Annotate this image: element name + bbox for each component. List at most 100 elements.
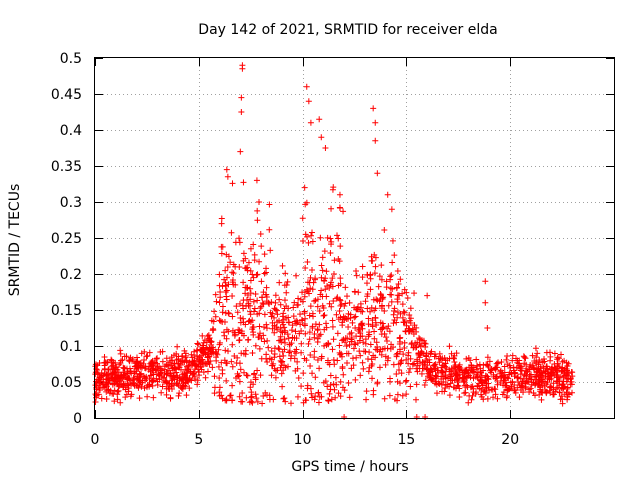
data-point-marker [526,366,533,373]
data-point-marker [217,294,224,301]
data-point-marker [280,316,287,323]
data-point-marker [389,237,396,244]
data-point-marker [322,145,329,151]
data-point-marker [363,280,370,287]
data-point-marker [247,311,254,318]
data-point-marker [169,376,176,383]
data-point-marker [175,353,182,360]
data-point-marker [295,295,302,302]
data-point-marker [403,322,410,329]
data-point-marker [119,374,126,381]
data-point-marker [484,361,491,368]
data-point-marker [335,235,342,242]
data-point-marker [133,354,140,361]
data-point-marker [99,372,106,379]
data-point-marker [247,245,254,252]
data-point-marker [162,363,169,370]
data-point-marker [105,373,112,380]
data-point-marker [374,170,381,177]
data-point-marker [462,389,469,396]
data-point-marker [548,375,555,382]
data-point-marker [478,386,485,393]
data-point-marker [261,270,268,277]
data-point-marker [375,283,382,290]
y-tick-label: 0.4 [60,123,82,139]
data-point-marker [394,314,401,321]
data-point-marker [182,383,189,390]
data-point-marker [401,319,408,326]
data-point-marker [101,353,108,360]
data-point-marker [303,83,310,90]
data-point-marker [105,366,112,373]
data-point-marker [258,243,265,250]
data-point-marker [120,369,127,376]
data-point-marker [564,385,571,392]
data-point-marker [370,391,377,398]
data-point-marker [337,275,344,282]
data-point-marker [244,372,251,379]
data-point-marker [337,351,344,358]
data-point-marker [242,265,249,272]
data-point-marker [464,370,471,377]
data-point-marker [332,374,339,381]
data-point-marker [244,284,251,291]
data-point-marker [257,231,264,238]
data-point-marker [254,311,261,318]
data-point-marker [183,392,190,399]
data-point-marker [109,365,116,372]
data-point-marker [225,310,232,317]
data-point-marker [272,299,279,306]
data-point-marker [309,370,316,377]
data-point-marker [464,383,471,390]
data-point-marker [533,373,540,380]
data-point-marker [251,370,258,377]
data-point-marker [504,352,511,359]
data-point-marker [237,314,244,321]
data-point-marker [229,341,236,348]
data-point-marker [318,353,325,360]
data-point-marker [297,311,304,318]
data-point-marker [388,291,395,298]
data-point-marker [211,390,218,397]
data-point-marker [283,282,290,289]
data-point-marker [534,350,541,357]
data-point-marker [255,334,262,341]
data-point-marker [290,304,297,311]
data-point-marker [318,274,325,281]
data-point-marker [401,309,408,316]
data-point-marker [216,282,223,289]
data-point-marker [228,358,235,365]
data-point-marker [386,392,393,399]
data-point-marker [119,356,126,363]
data-point-marker [469,383,476,390]
data-point-marker [302,397,309,404]
data-point-marker [388,298,395,305]
data-point-marker [369,321,376,328]
data-point-marker [494,360,501,367]
data-point-marker [219,370,226,377]
data-point-marker [216,271,223,278]
data-point-marker [274,311,281,318]
data-point-marker [217,318,224,325]
data-point-marker [346,299,353,306]
data-point-marker [299,215,306,222]
data-point-marker [249,349,256,356]
data-point-marker [216,384,223,391]
data-point-marker [399,290,406,297]
data-point-marker [498,359,505,366]
data-point-marker [327,235,334,242]
data-point-marker [272,292,279,299]
data-point-marker [266,201,273,208]
data-point-marker [322,286,329,293]
data-point-marker [401,339,408,346]
data-point-marker [148,360,155,367]
data-point-marker [414,358,421,365]
data-point-marker [289,334,296,341]
data-point-marker [319,293,326,300]
data-point-marker [236,300,243,307]
data-point-marker [407,355,414,362]
data-point-marker [251,305,258,312]
data-point-marker [250,241,257,248]
data-point-marker [223,287,230,294]
data-point-marker [316,307,323,314]
